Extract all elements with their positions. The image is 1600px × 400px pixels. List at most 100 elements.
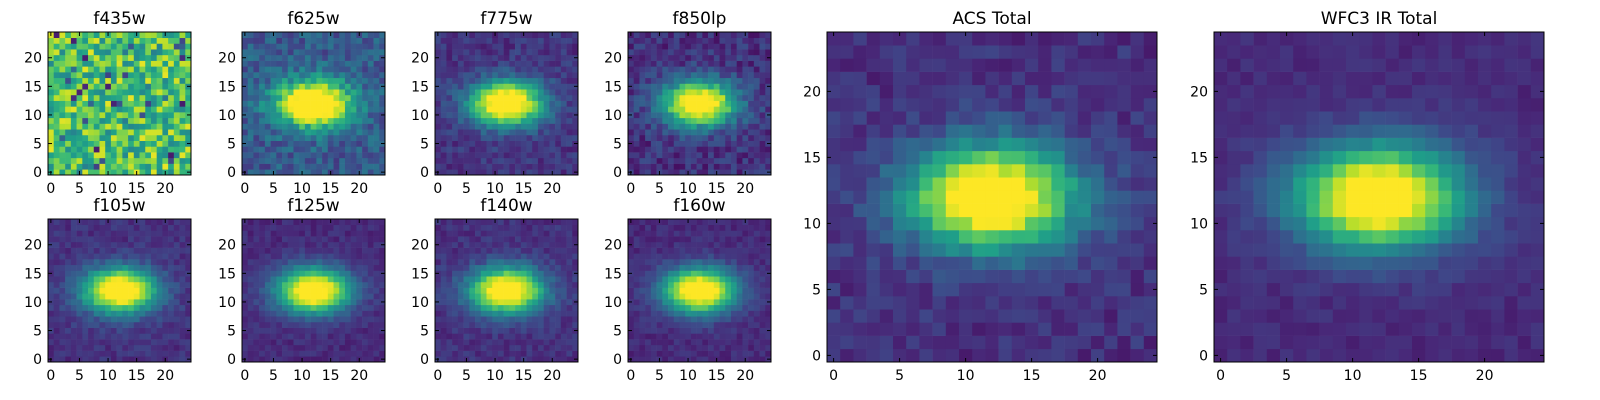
pixel [65, 37, 72, 44]
pixel [122, 333, 129, 340]
pixel [537, 152, 544, 159]
pixel [742, 134, 749, 141]
pixel [59, 117, 66, 124]
pixel [572, 106, 579, 113]
pixel [656, 123, 663, 130]
pixel [70, 264, 77, 271]
pixel [690, 129, 697, 136]
pixel [373, 83, 380, 90]
pixel [440, 344, 447, 351]
pixel [59, 230, 66, 237]
pixel [76, 304, 83, 311]
pixel [730, 321, 737, 328]
pixel [53, 241, 60, 248]
pixel [65, 339, 72, 346]
pixel [293, 117, 300, 124]
pixel [339, 140, 346, 147]
pixel [668, 287, 675, 294]
pixel [748, 54, 755, 61]
pixel [179, 339, 186, 346]
pixel [264, 327, 271, 334]
pixel [93, 49, 100, 56]
pixel [759, 83, 766, 90]
pixel [560, 236, 567, 243]
pixel [356, 224, 363, 231]
pixel [673, 140, 680, 147]
pixel [708, 100, 715, 107]
pixel [128, 54, 135, 61]
pixel [515, 264, 522, 271]
pixel [322, 146, 329, 153]
pixel [480, 224, 487, 231]
pixel [435, 276, 442, 283]
pixel [59, 304, 66, 311]
pixel [287, 152, 294, 159]
pixel [116, 259, 123, 266]
pixel [628, 146, 635, 153]
pixel [713, 89, 720, 96]
pixel [105, 49, 112, 56]
pixel [99, 253, 106, 260]
pixel [633, 66, 640, 73]
pixel [116, 157, 123, 164]
pixel [730, 339, 737, 346]
pixel [168, 77, 175, 84]
pixel [708, 356, 715, 363]
pixel [242, 72, 249, 79]
pixel [543, 134, 550, 141]
pixel [475, 89, 482, 96]
pixel [105, 140, 112, 147]
pixel [537, 72, 544, 79]
pixel [322, 270, 329, 277]
pixel [122, 241, 129, 248]
pixel [93, 224, 100, 231]
pixel [65, 112, 72, 119]
pixel [708, 344, 715, 351]
pixel [173, 100, 180, 107]
pixel [122, 32, 129, 39]
pixel [356, 146, 363, 153]
pixel [759, 157, 766, 164]
pixel [446, 157, 453, 164]
pixel [264, 129, 271, 136]
pixel [173, 163, 180, 170]
pixel [645, 356, 652, 363]
pixel [150, 333, 157, 340]
pixel [526, 129, 533, 136]
pixel [759, 344, 766, 351]
pixel [110, 310, 117, 317]
pixel [327, 327, 334, 334]
pixel [76, 344, 83, 351]
pixel [532, 253, 539, 260]
pixel [76, 310, 83, 317]
pixel [168, 106, 175, 113]
pixel [150, 157, 157, 164]
pixel [457, 157, 464, 164]
pixel [679, 350, 686, 357]
pixel [122, 316, 129, 323]
pixel [662, 293, 669, 300]
pixel [339, 339, 346, 346]
pixel [333, 129, 340, 136]
pixel [696, 43, 703, 50]
pixel [82, 66, 89, 73]
pixel [713, 60, 720, 67]
pixel [486, 281, 493, 288]
pixel [105, 276, 112, 283]
pixel [435, 236, 442, 243]
pixel [242, 247, 249, 254]
pixel [145, 224, 152, 231]
pixel [356, 344, 363, 351]
pixel [356, 66, 363, 73]
pixel [242, 163, 249, 170]
pixel [690, 123, 697, 130]
pixel [70, 112, 77, 119]
pixel [515, 327, 522, 334]
pixel [110, 163, 117, 170]
pixel [333, 241, 340, 248]
pixel [555, 106, 562, 113]
pixel [88, 321, 95, 328]
pixel [168, 157, 175, 164]
pixel [532, 169, 539, 176]
